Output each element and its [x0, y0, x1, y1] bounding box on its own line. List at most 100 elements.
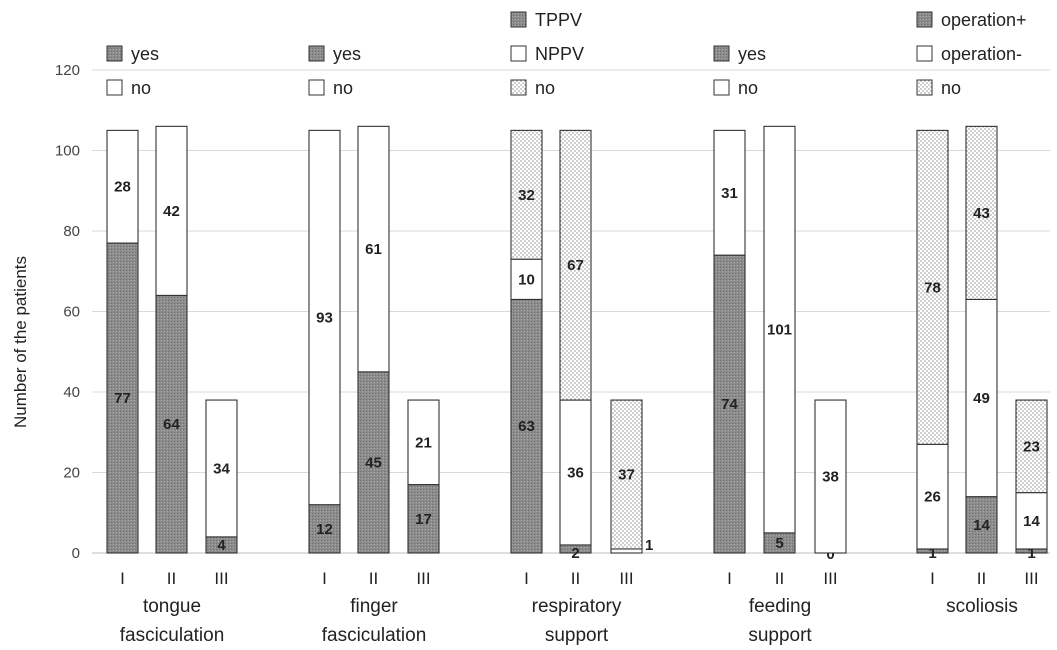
- bar-group: 74 31 5 101 0 38: [713, 125, 847, 563]
- stacked-bar: 77 28: [106, 129, 139, 554]
- data-label: 77: [114, 390, 131, 407]
- legend-swatch: [308, 79, 325, 96]
- legend-label: no: [941, 78, 961, 98]
- legend-item: no: [510, 78, 555, 98]
- data-label: 49: [973, 390, 990, 407]
- data-label: 101: [767, 322, 792, 339]
- legend-item: operation+: [916, 10, 1027, 30]
- y-tick-label: 0: [72, 545, 80, 562]
- x-group-label: scoliosis: [946, 596, 1018, 617]
- data-label: 61: [365, 241, 382, 258]
- data-label: 14: [973, 517, 990, 534]
- legend: yes no: [106, 44, 159, 98]
- bar-segment: [308, 129, 341, 506]
- x-tick-label: I: [322, 569, 327, 588]
- legend-label: operation-: [941, 44, 1022, 64]
- legend-swatch: [916, 45, 933, 62]
- legend-swatch: [713, 79, 730, 96]
- bar-segment: [916, 129, 949, 445]
- legend-item: no: [713, 78, 758, 98]
- data-label: 32: [518, 187, 535, 204]
- bar-segment: [1015, 492, 1048, 550]
- bar-segment: [407, 484, 440, 554]
- data-label: 26: [924, 489, 941, 506]
- stacked-bar: 0 38: [814, 399, 847, 563]
- stacked-bar: 2 36 67: [559, 129, 592, 562]
- bar-segment: [357, 371, 390, 554]
- legend-swatch: [510, 11, 527, 28]
- stacked-bar: 74 31: [713, 129, 746, 554]
- legend-swatch: [510, 79, 527, 96]
- legend-label: yes: [333, 44, 361, 64]
- legend-label: operation+: [941, 10, 1027, 30]
- legend-swatch: [713, 45, 730, 62]
- stacked-bar: 14 49 43: [965, 125, 998, 554]
- x-tick-label: III: [416, 569, 430, 588]
- data-label: 1: [1027, 545, 1035, 562]
- legend-swatch: [916, 11, 933, 28]
- bar-segment: [713, 129, 746, 256]
- legend-label: no: [131, 78, 151, 98]
- bar-group: 63 10 32 2 36 67 1 37: [510, 129, 653, 562]
- x-tick-label: I: [930, 569, 935, 588]
- data-label: 93: [316, 310, 333, 327]
- stacked-bar: 4 34: [205, 399, 238, 554]
- x-group-label: tongue: [143, 596, 201, 617]
- legend-swatch: [106, 45, 123, 62]
- legend-label: no: [333, 78, 353, 98]
- data-label: 10: [518, 271, 535, 288]
- x-tick-label: III: [619, 569, 633, 588]
- bar-segment: [510, 258, 543, 300]
- bar-segment: [155, 125, 188, 296]
- bar-segment: [559, 399, 592, 546]
- bar-group: 1 26 78 14 49 43 1 14 23: [916, 125, 1048, 562]
- legend: operation+ operation-no: [916, 10, 1027, 98]
- x-tick-label: I: [524, 569, 529, 588]
- x-tick-label: II: [369, 569, 378, 588]
- y-tick-label: 80: [63, 223, 80, 240]
- data-label: 67: [567, 257, 584, 274]
- bar-segment: [965, 298, 998, 498]
- data-label: 12: [316, 521, 333, 538]
- y-tick-label: 120: [55, 62, 80, 79]
- legend-label: NPPV: [535, 44, 584, 64]
- bar-segment: [559, 129, 592, 401]
- bar-segment: [106, 129, 139, 244]
- data-label: 28: [114, 179, 131, 196]
- x-group-label: support: [545, 625, 609, 646]
- legend-item: yes: [308, 44, 361, 64]
- x-tick-label: I: [120, 569, 125, 588]
- bar-segment: [1015, 399, 1048, 494]
- legend-label: yes: [131, 44, 159, 64]
- x-tick-label: I: [727, 569, 732, 588]
- stacked-bar: 1 37: [610, 399, 653, 554]
- bar-group: 77 28 64 42 4 34: [106, 125, 238, 554]
- bar-segment: [965, 496, 998, 554]
- bar-segment: [308, 504, 341, 554]
- bar-segment: [610, 399, 643, 550]
- legend-item: no: [106, 78, 151, 98]
- data-label: 63: [518, 418, 535, 435]
- data-label: 37: [618, 467, 635, 484]
- y-tick-label: 60: [63, 304, 80, 321]
- legend-item: operation-: [916, 44, 1022, 64]
- legend-item: yes: [106, 44, 159, 64]
- legend-item: no: [308, 78, 353, 98]
- stacked-bar: 5 101: [763, 125, 796, 554]
- y-tick-label: 100: [55, 143, 80, 160]
- legend-item: yes: [713, 44, 766, 64]
- stacked-bar: 64 42: [155, 125, 188, 554]
- x-tick-label: III: [823, 569, 837, 588]
- legend-swatch: [308, 45, 325, 62]
- data-label: 0: [826, 546, 834, 563]
- y-tick-label: 40: [63, 384, 80, 401]
- data-label: 36: [567, 465, 584, 482]
- data-label: 1: [645, 537, 653, 554]
- data-label: 64: [163, 416, 180, 433]
- legend-item: TPPV: [510, 10, 582, 30]
- data-label: 1: [928, 545, 936, 562]
